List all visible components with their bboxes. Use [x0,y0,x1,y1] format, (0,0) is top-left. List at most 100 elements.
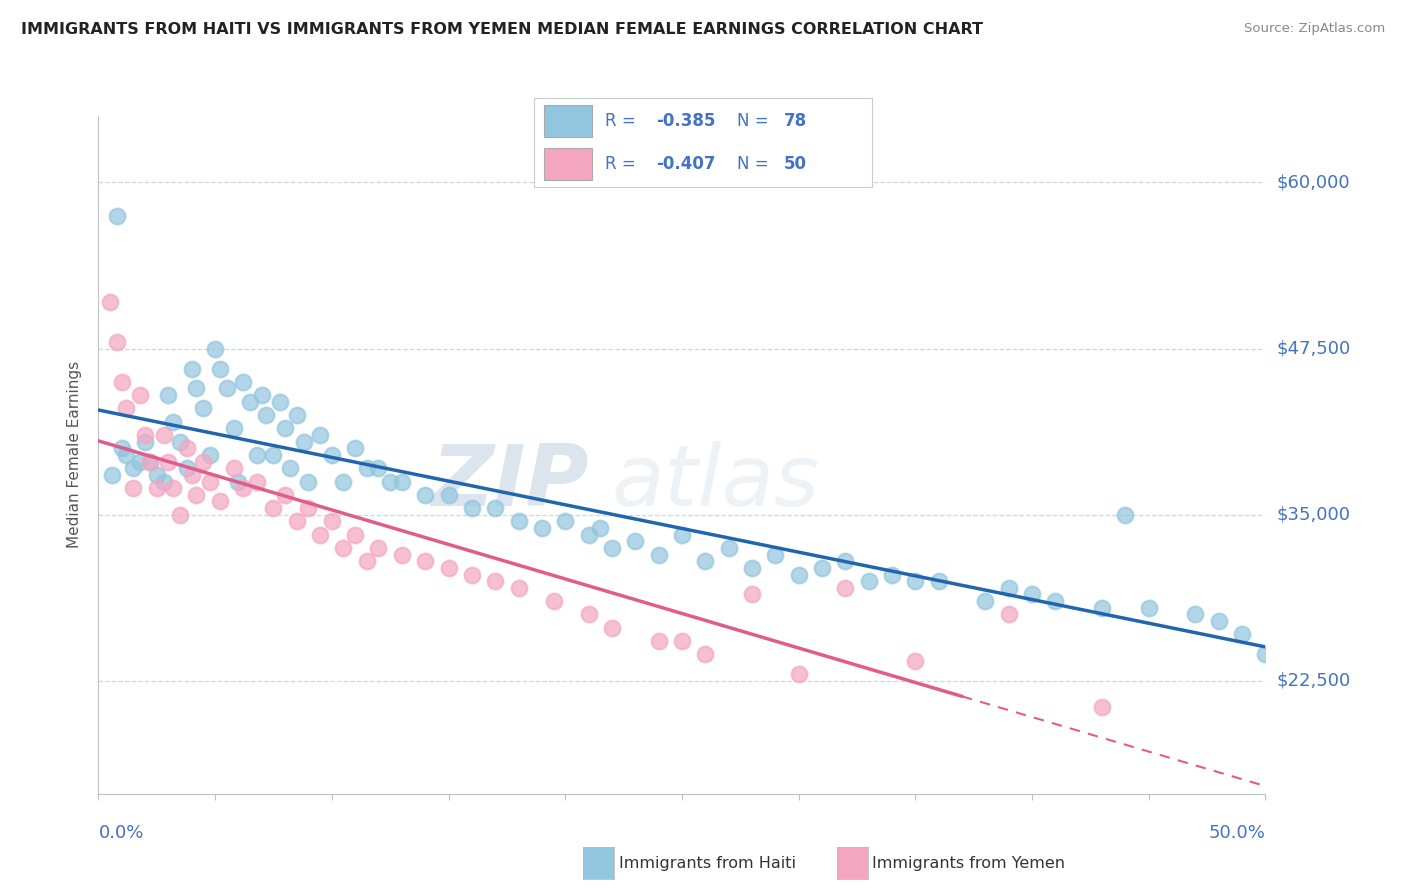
Point [239,394,262,409]
Text: Immigrants from Yemen: Immigrants from Yemen [872,856,1064,871]
Point [356,461,378,475]
Point [186,381,208,395]
Point [208,494,231,508]
Point [356,554,378,568]
Point [193,454,215,468]
Text: Immigrants from Haiti: Immigrants from Haiti [619,856,796,871]
Point [1091,600,1114,615]
Point [115,448,138,462]
Point [122,481,145,495]
Point [169,434,191,449]
Point [437,561,460,575]
Point [115,401,138,416]
Point [152,428,174,442]
Point [671,634,693,648]
Point [105,334,128,349]
Text: R =: R = [605,155,641,173]
Point [589,521,612,535]
Point [1137,600,1160,615]
Point [647,634,669,648]
Point [152,475,174,489]
Text: atlas: atlas [612,441,820,524]
Point [222,461,245,475]
Point [834,581,856,595]
Point [105,209,128,223]
Point [530,521,553,535]
Point [262,448,284,462]
Text: ZIP: ZIP [430,441,589,524]
Point [332,541,354,555]
Point [129,388,152,402]
Text: 0.0%: 0.0% [98,824,143,842]
Text: N =: N = [737,155,773,173]
Point [1184,607,1206,622]
Point [162,481,184,495]
Point [578,527,600,541]
Text: $35,000: $35,000 [1277,506,1351,524]
Point [321,515,343,529]
Point [695,554,717,568]
Point [200,448,222,462]
Point [1021,587,1043,601]
Point [974,594,997,608]
Point [180,467,202,482]
Point [208,361,231,376]
Point [367,461,389,475]
Point [256,408,278,422]
Point [297,501,319,516]
Point [122,461,145,475]
Text: -0.385: -0.385 [655,112,716,130]
Point [543,594,565,608]
Point [215,381,238,395]
Point [321,448,343,462]
Point [228,475,250,489]
Point [111,375,134,389]
Point [186,488,208,502]
Point [378,475,402,489]
Text: $22,500: $22,500 [1277,672,1351,690]
Point [101,467,124,482]
Point [222,421,245,435]
Point [695,648,717,662]
Text: $60,000: $60,000 [1277,173,1350,192]
Point [146,481,169,495]
Point [1254,648,1277,662]
Point [578,607,600,622]
Point [997,581,1019,595]
Point [176,461,198,475]
Text: 50: 50 [785,155,807,173]
Point [274,421,297,435]
Point [250,388,273,402]
Point [232,481,254,495]
Point [367,541,389,555]
Point [904,654,927,668]
Point [671,527,693,541]
Point [484,501,506,516]
Point [134,428,156,442]
Point [391,548,413,562]
Y-axis label: Median Female Earnings: Median Female Earnings [67,361,83,549]
Point [193,401,215,416]
Point [344,527,367,541]
Point [787,567,810,582]
Point [129,454,152,468]
Point [274,488,297,502]
Point [344,442,367,456]
Point [139,454,162,468]
Point [98,295,121,310]
Point [246,475,269,489]
Point [204,342,226,356]
Text: Source: ZipAtlas.com: Source: ZipAtlas.com [1244,22,1385,36]
Point [1208,614,1230,628]
Point [139,454,162,468]
Point [1091,700,1114,714]
Point [1045,594,1067,608]
Point [232,375,254,389]
Point [278,461,301,475]
Point [262,501,284,516]
Point [180,361,202,376]
Point [763,548,786,562]
Point [624,534,647,549]
Point [134,434,156,449]
Point [997,607,1019,622]
